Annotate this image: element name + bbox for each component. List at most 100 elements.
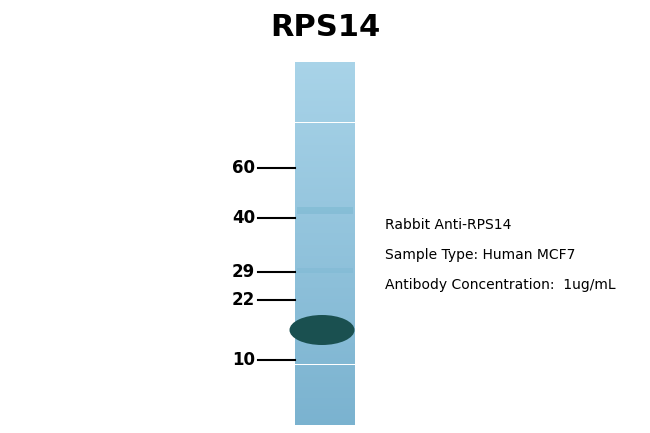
- Bar: [295, 241, 355, 242]
- Bar: [295, 310, 355, 311]
- Bar: [295, 305, 355, 307]
- Bar: [295, 362, 355, 363]
- Bar: [295, 210, 355, 211]
- Bar: [295, 75, 355, 77]
- Bar: [295, 176, 355, 177]
- Bar: [295, 208, 355, 210]
- Text: RPS14: RPS14: [270, 13, 380, 42]
- Bar: [295, 296, 355, 297]
- Bar: [295, 282, 355, 284]
- Bar: [295, 168, 355, 170]
- Bar: [295, 174, 355, 176]
- Bar: [295, 263, 355, 264]
- Bar: [295, 112, 355, 113]
- Bar: [295, 77, 355, 78]
- Bar: [295, 372, 355, 373]
- Bar: [295, 391, 355, 392]
- Bar: [295, 398, 355, 400]
- Bar: [295, 383, 355, 384]
- Bar: [295, 62, 355, 63]
- Bar: [295, 179, 355, 181]
- Bar: [295, 222, 355, 223]
- Bar: [295, 413, 355, 414]
- Bar: [295, 124, 355, 125]
- Bar: [295, 292, 355, 293]
- Bar: [295, 340, 355, 342]
- Bar: [295, 226, 355, 228]
- Bar: [295, 121, 355, 123]
- Bar: [295, 327, 355, 328]
- Bar: [295, 159, 355, 160]
- Bar: [295, 142, 355, 143]
- Bar: [295, 388, 355, 389]
- Bar: [295, 139, 355, 141]
- Bar: [295, 79, 355, 80]
- Bar: [295, 147, 355, 148]
- Bar: [295, 423, 355, 424]
- Bar: [295, 202, 355, 204]
- Bar: [295, 255, 355, 257]
- Bar: [295, 154, 355, 155]
- Bar: [295, 266, 355, 268]
- Bar: [295, 120, 355, 121]
- Text: 40: 40: [232, 209, 255, 227]
- Bar: [295, 396, 355, 397]
- Bar: [295, 403, 355, 404]
- Bar: [295, 375, 355, 377]
- Bar: [295, 251, 355, 252]
- Bar: [295, 309, 355, 310]
- Bar: [295, 363, 355, 365]
- Bar: [295, 270, 355, 271]
- Bar: [295, 420, 355, 421]
- Bar: [295, 189, 355, 190]
- Bar: [295, 268, 355, 269]
- Bar: [295, 299, 355, 301]
- Bar: [295, 85, 355, 86]
- Bar: [295, 349, 355, 350]
- Bar: [295, 72, 355, 73]
- Bar: [295, 224, 355, 225]
- Bar: [295, 373, 355, 374]
- Bar: [295, 368, 355, 369]
- Bar: [295, 317, 355, 319]
- Bar: [295, 197, 355, 199]
- Bar: [295, 339, 355, 340]
- Bar: [295, 96, 355, 97]
- Bar: [295, 352, 355, 354]
- Bar: [295, 136, 355, 137]
- Bar: [295, 348, 355, 349]
- Bar: [295, 252, 355, 253]
- Bar: [295, 234, 355, 235]
- Bar: [295, 414, 355, 415]
- Bar: [295, 260, 355, 262]
- Bar: [295, 354, 355, 355]
- Bar: [295, 384, 355, 385]
- Bar: [295, 155, 355, 156]
- Bar: [295, 237, 355, 239]
- Bar: [295, 404, 355, 406]
- Bar: [295, 182, 355, 183]
- Bar: [295, 173, 355, 174]
- Bar: [295, 322, 355, 323]
- Bar: [295, 231, 355, 233]
- Bar: [295, 148, 355, 149]
- Bar: [295, 135, 355, 136]
- Bar: [295, 102, 355, 103]
- Text: 60: 60: [232, 159, 255, 177]
- Bar: [295, 409, 355, 410]
- Bar: [297, 268, 353, 272]
- Bar: [295, 326, 355, 327]
- Bar: [295, 272, 355, 274]
- Bar: [295, 138, 355, 139]
- Bar: [295, 162, 355, 164]
- Bar: [295, 286, 355, 287]
- Bar: [295, 126, 355, 127]
- Bar: [295, 338, 355, 339]
- Bar: [295, 278, 355, 280]
- Bar: [295, 298, 355, 299]
- Bar: [295, 386, 355, 388]
- Bar: [295, 342, 355, 343]
- Bar: [295, 158, 355, 159]
- Bar: [295, 127, 355, 129]
- Bar: [295, 281, 355, 282]
